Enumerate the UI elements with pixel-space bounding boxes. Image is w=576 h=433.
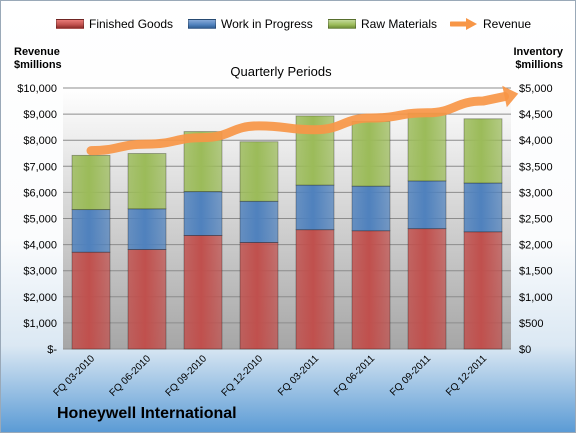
legend-label-raw-materials: Raw Materials [361,17,438,31]
left-tick-label: $6,000 [23,187,57,199]
legend-swatch-finished-goods [56,19,84,29]
legend-label-revenue: Revenue [483,17,532,31]
legend-label-work-in-progress: Work in Progress [221,17,313,31]
right-tick-label: $5,000 [519,83,553,95]
legend-swatch-revenue [450,18,477,30]
left-tick-label: $9,000 [23,109,57,121]
bar-raw-materials [71,154,111,211]
bar-finished-goods [407,228,447,350]
revenue-line [86,92,510,156]
legend: Finished Goods Work in Progress Raw Mate… [1,14,575,34]
legend-work-in-progress: Work in Progress [188,14,313,34]
legend-raw-materials: Raw Materials [328,14,437,34]
right-tick-label: $3,000 [519,187,553,199]
left-tick-label: $5,000 [23,214,57,226]
left-tick-label: $- [47,344,57,356]
chart-title: Quarterly Periods [230,64,332,79]
x-tick-label: FQ 06-2010 [108,353,154,399]
right-tick-label: $500 [519,318,543,330]
x-tick-label: FQ 12-2011 [444,353,489,398]
bar-raw-materials [463,118,503,184]
revenue-arrowhead [502,85,519,108]
left-tick-label: $7,000 [23,161,57,173]
left-tick-label: $1,000 [23,318,57,330]
x-tick-label: FQ 03-2010 [52,353,98,399]
bar-finished-goods [127,249,167,350]
left-tick-label: $8,000 [23,135,57,147]
bar-finished-goods [239,242,279,350]
bar-work-in-progress [239,200,279,243]
bar-finished-goods [463,231,503,350]
bar-raw-materials [127,153,167,210]
right-tick-label: $4,000 [519,135,553,147]
legend-swatch-work-in-progress [188,19,216,29]
company-name: Honeywell International [57,405,237,422]
legend-revenue: Revenue [450,14,531,34]
bar-raw-materials [239,141,279,202]
bar-work-in-progress [407,180,447,230]
bar-raw-materials [351,121,391,187]
x-tick-label: FQ 06-2011 [332,353,377,398]
right-tick-label: $2,000 [519,240,553,252]
right-tick-label: $1,000 [519,292,553,304]
bar-work-in-progress [463,182,503,233]
right-tick-label: $3,500 [519,161,553,173]
bar-finished-goods [183,235,223,350]
x-tick-label: FQ 12-2010 [220,353,266,399]
bar-work-in-progress [71,209,111,253]
x-tick-label: FQ 09-2010 [164,353,210,399]
bar-raw-materials [407,112,447,182]
bar-finished-goods [351,230,391,350]
left-tick-label: $2,000 [23,292,57,304]
x-tick-label: FQ 09-2011 [388,353,433,398]
legend-finished-goods: Finished Goods [56,14,173,34]
bar-finished-goods [71,251,111,350]
bar-work-in-progress [351,185,391,232]
right-tick-label: $0 [519,344,531,356]
right-tick-label: $2,500 [519,214,553,226]
bar-work-in-progress [295,184,335,231]
left-axis-title: Revenue $millions [14,46,62,71]
right-tick-label: $4,500 [519,109,553,121]
bar-finished-goods [295,229,335,350]
right-axis-title: Inventory $millions [513,46,563,71]
bar-work-in-progress [127,208,167,250]
left-tick-label: $4,000 [23,240,57,252]
legend-swatch-raw-materials [328,19,356,29]
left-tick-label: $10,000 [17,83,57,95]
bar-work-in-progress [183,191,223,236]
left-tick-label: $3,000 [23,266,57,278]
x-tick-label: FQ 03-2011 [276,353,321,398]
right-tick-label: $1,500 [519,266,553,278]
legend-label-finished-goods: Finished Goods [89,17,174,31]
